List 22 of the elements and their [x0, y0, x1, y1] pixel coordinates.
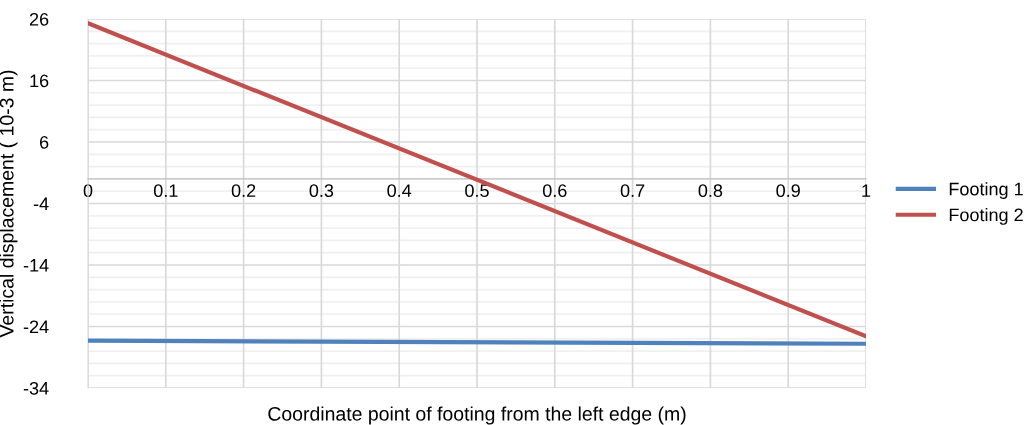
- y-tick-label: -24: [23, 320, 49, 334]
- x-tick-label: 0.1: [153, 184, 178, 198]
- y-tick-label: -4: [33, 197, 49, 211]
- y-tick-label: 6: [39, 135, 49, 149]
- x-tick-label: 0.9: [776, 184, 800, 198]
- legend-label: Footing 2: [949, 208, 1023, 225]
- x-tick-label: 0.3: [309, 184, 334, 198]
- y-tick-label: 26: [29, 12, 49, 26]
- x-tick-label: 0.8: [698, 184, 723, 198]
- y-tick-label: -34: [23, 381, 49, 395]
- x-axis-title: Coordinate point of footing from the left edge (m): [268, 406, 686, 425]
- y-tick-label: 16: [30, 74, 49, 88]
- y-tick-label: -14: [23, 259, 49, 272]
- x-tick-label: 0.7: [620, 184, 645, 198]
- x-tick-label: 0.5: [465, 184, 489, 198]
- x-tick-label: 0.4: [387, 184, 412, 198]
- x-tick-label: 0: [83, 184, 93, 198]
- x-tick-label: 1: [862, 184, 871, 197]
- y-axis-title: Vertical displacement ( 10-3 m): [0, 70, 18, 338]
- x-tick-label: 0.2: [231, 184, 256, 198]
- legend-label: Footing 1: [949, 182, 1023, 199]
- x-tick-label: 0.6: [542, 184, 567, 198]
